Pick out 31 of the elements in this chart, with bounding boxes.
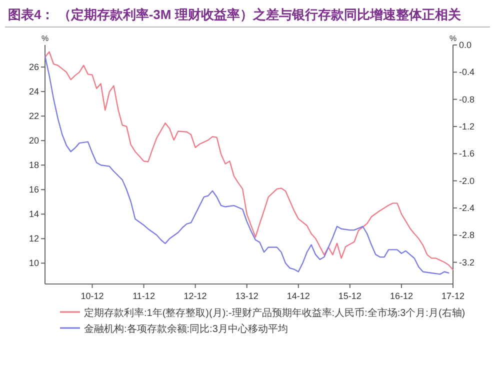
x-tick-label: 16-12 xyxy=(390,291,413,301)
x-tick-label: 10-12 xyxy=(80,291,104,301)
y2-tick-label: -0.8 xyxy=(459,94,475,104)
x-tick-label: 12-12 xyxy=(184,291,207,301)
x-tick-label: 15-12 xyxy=(338,291,362,301)
x-tick-label: 11-12 xyxy=(132,291,155,301)
y-tick-label: 10 xyxy=(28,258,39,268)
y2-tick-label: -2.4 xyxy=(459,202,475,213)
y-tick-label: 16 xyxy=(28,184,39,195)
y2-tick-label: -2.8 xyxy=(459,230,475,240)
x-tick-label: 13-12 xyxy=(235,291,258,301)
y-tick-label: 14 xyxy=(28,209,39,220)
y-tick-label: 20 xyxy=(28,136,39,146)
y2-tick-label: -1.2 xyxy=(459,121,475,132)
y2-tick-label: -2.0 xyxy=(459,176,475,186)
legend-label: 定期存款利率:1年(整存整取)(月):-理财产品预期年收益率:人民币:全市场:3个月:月(右轴) xyxy=(84,307,466,319)
y2-axis-title: % xyxy=(449,34,457,43)
y-tick-label: 12 xyxy=(28,234,39,244)
y-axis-title: % xyxy=(41,34,49,43)
y-tick-label: 26 xyxy=(28,62,39,72)
y2-tick-label: 0.0 xyxy=(459,40,472,50)
y2-tick-label: -0.4 xyxy=(459,67,475,78)
y-tick-label: 24 xyxy=(28,86,39,97)
y-tick-label: 22 xyxy=(28,111,39,122)
title: 图表4： （定期存款利率-3M 理财收益率）之差与银行存款同比增速整体正相关 xyxy=(8,7,461,22)
y2-tick-label: -1.6 xyxy=(459,148,475,159)
x-tick-label: 17-12 xyxy=(441,291,465,301)
y-tick-label: 18 xyxy=(28,160,39,170)
legend-label: 金融机构:各项存款余额:同比:3月中心移动平均 xyxy=(84,323,288,335)
x-tick-label: 14-12 xyxy=(286,291,310,301)
y2-tick-label: -3.2 xyxy=(459,257,475,268)
